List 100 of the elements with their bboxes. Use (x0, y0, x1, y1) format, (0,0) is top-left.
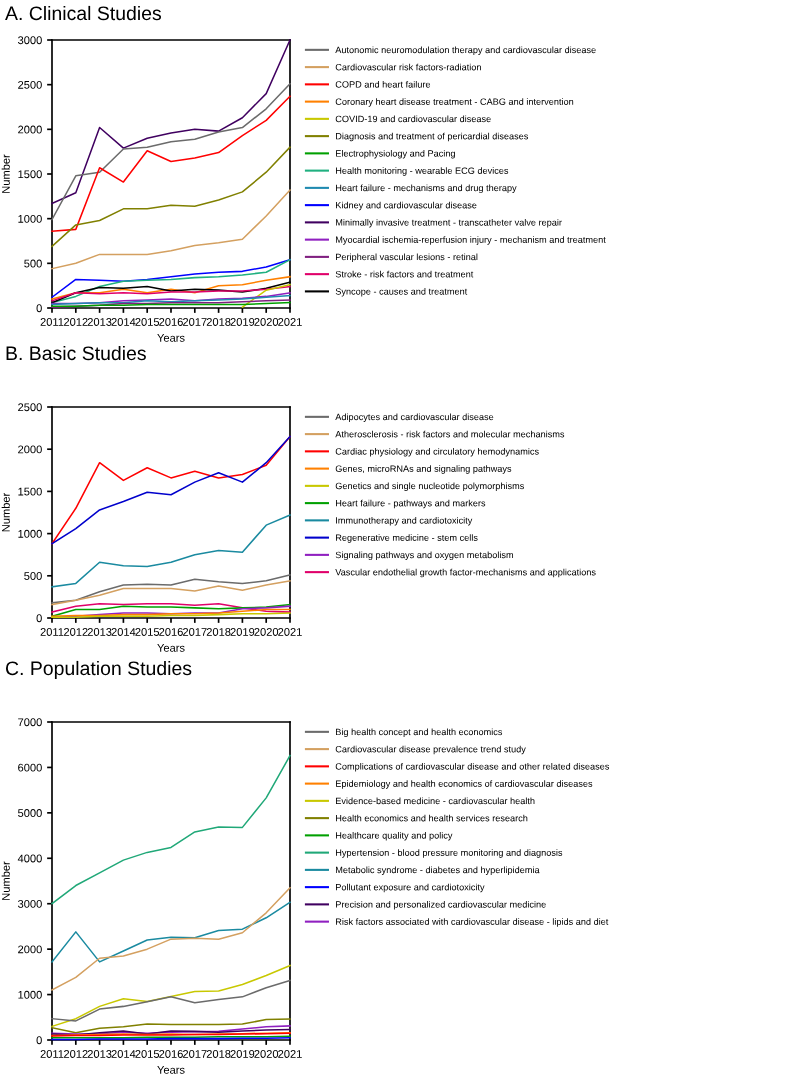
legend-label: Autonomic neuromodulation therapy and cardiovascular disease (335, 46, 596, 55)
x-tick-label: 2018 (206, 318, 231, 326)
legend-label: Pollutant exposure and cardiotoxicity (336, 883, 485, 893)
legend-label: Health monitoring - wearable ECG devices (336, 167, 509, 176)
line-series (51, 754, 291, 905)
x-tick-label: 2018 (206, 1050, 231, 1058)
x-tick-label: 2016 (159, 628, 183, 636)
y-tick-label: 1500 (18, 170, 42, 179)
legend-label: Heart failure - pathways and markers (336, 499, 486, 509)
legend-label: Stroke - risk factors and treatment (335, 270, 474, 278)
x-tick-label: 2011 (40, 318, 64, 326)
chart-title: C. Population Studies (5, 660, 192, 680)
legend-label: Cardiovascular disease prevalence trend study (335, 745, 526, 755)
line-series (51, 83, 291, 221)
x-tick-label: 2021 (278, 318, 302, 326)
x-tick-label: 2013 (87, 628, 112, 636)
legend-label: Regenerative medicine - stem cells (336, 534, 478, 543)
legend-label: Epidemiology and health economics of cardiovascular diseases (336, 780, 593, 789)
x-tick-label: 2015 (135, 628, 160, 636)
y-tick-label: 0 (36, 614, 42, 623)
y-axis-title: Number (1, 861, 10, 900)
y-tick-label: 2500 (18, 403, 42, 412)
x-axis-title: Years (157, 1066, 185, 1074)
legend-label: Healthcare quality and policy (336, 831, 453, 841)
x-tick-label: 2014 (111, 318, 136, 326)
legend-label: Health economics and health services research (336, 814, 528, 822)
y-tick-label: 1500 (18, 487, 42, 496)
legend-label: Syncope - causes and treatment (335, 287, 468, 297)
line-series (51, 95, 291, 232)
y-axis-title: Number (1, 154, 10, 193)
y-tick-label: 3000 (17, 36, 42, 45)
x-tick-label: 2016 (159, 318, 183, 326)
legend-label: Diagnosis and treatment of pericardial diseases (336, 132, 529, 142)
y-tick-label: 0 (36, 1036, 42, 1045)
y-tick-label: 500 (24, 259, 42, 268)
line-series (51, 435, 291, 545)
y-axis-title: Number (1, 492, 10, 532)
legend-label: Genetics and single nucleotide polymorphisms (335, 482, 524, 491)
y-tick-label: 2000 (18, 125, 42, 134)
line-series (51, 887, 291, 991)
y-tick-label: 2000 (18, 445, 42, 454)
x-tick-label: 2014 (111, 628, 136, 636)
legend-label: Coronary heart disease treatment - CABG and intervention (335, 98, 574, 107)
legend-label: Precision and personalized cardiovascular medicine (336, 900, 546, 910)
x-tick-label: 2013 (87, 318, 112, 326)
y-tick-label: 5000 (18, 809, 42, 817)
x-tick-label: 2013 (87, 1050, 112, 1058)
x-tick-label: 2017 (183, 628, 207, 636)
y-tick-label: 4000 (17, 854, 42, 863)
legend-label: Evidence-based medicine - cardiovascular health (336, 797, 535, 805)
legend-label: Big health concept and health economics (336, 728, 503, 737)
y-tick-label: 3000 (17, 899, 42, 908)
x-tick-label: 2015 (135, 1050, 160, 1058)
legend-label: Risk factors associated with cardiovascular disease - lipids and diet (336, 918, 609, 927)
legend-label: Metabolic syndrome - diabetes and hyperlipidemia (336, 866, 540, 875)
y-tick-label: 2500 (18, 80, 42, 89)
legend-label: Myocardial ischemia-reperfusion injury - mechanism and treatment (336, 236, 606, 245)
x-tick-label: 2015 (135, 318, 160, 326)
y-tick-label: 1000 (18, 214, 42, 223)
x-tick-label: 2017 (183, 1050, 207, 1058)
x-tick-label: 2018 (206, 628, 231, 636)
x-tick-label: 2012 (64, 1050, 88, 1058)
legend-label: Atherosclerosis - risk factors and molecular mechanisms (335, 430, 565, 438)
x-tick-label: 2017 (183, 318, 207, 326)
line-series (51, 574, 291, 604)
legend-label: Kidney and cardiovascular disease (336, 201, 477, 211)
chart-title: A. Clinical Studies (5, 5, 161, 21)
x-tick-label: 2019 (230, 628, 255, 636)
legend-label: Genes, microRNAs and signaling pathways (335, 465, 512, 474)
legend-label: Immunotherapy and cardiotoxicity (336, 516, 473, 526)
y-tick-label: 7000 (18, 718, 42, 727)
x-tick-label: 2016 (159, 1050, 183, 1058)
legend-label: COPD and heart failure (335, 80, 431, 88)
x-tick-label: 2020 (254, 318, 279, 326)
legend-label: Electrophysiology and Pacing (336, 149, 455, 159)
x-tick-label: 2011 (40, 1050, 64, 1058)
legend-label: Hypertension - blood pressure monitoring and diagnosis (336, 849, 563, 858)
line-series (51, 514, 291, 588)
legend-label: COVID-19 and cardiovascular disease (335, 115, 491, 123)
x-tick-label: 2019 (230, 1050, 255, 1058)
line-series (51, 964, 291, 1028)
legend-label: Complications of cardiovascular disease and other related diseases (335, 762, 610, 772)
line-series (51, 1018, 291, 1034)
line-series (51, 602, 291, 613)
chart-title: B. Basic Studies (6, 345, 146, 361)
line-series (51, 979, 291, 1022)
y-tick-label: 2000 (18, 945, 42, 954)
legend-label: Peripheral vascular lesions - retinal (336, 253, 478, 262)
y-tick-label: 1000 (18, 990, 42, 999)
y-tick-label: 500 (24, 572, 42, 580)
legend-label: Cardiovascular risk factors-radiation (335, 63, 481, 71)
legend-label: Vascular endothelial growth factor-mechanisms and applications (335, 568, 596, 578)
x-axis-title: Years (157, 644, 185, 652)
line-series (51, 901, 291, 963)
x-tick-label: 2020 (254, 1050, 279, 1058)
legend-label: Heart failure - mechanisms and drug therapy (336, 184, 517, 193)
line-series (51, 189, 291, 270)
y-tick-label: 0 (36, 304, 42, 313)
line-series (51, 580, 291, 606)
legend-label: Cardiac physiology and circulatory hemodynamics (335, 447, 539, 457)
